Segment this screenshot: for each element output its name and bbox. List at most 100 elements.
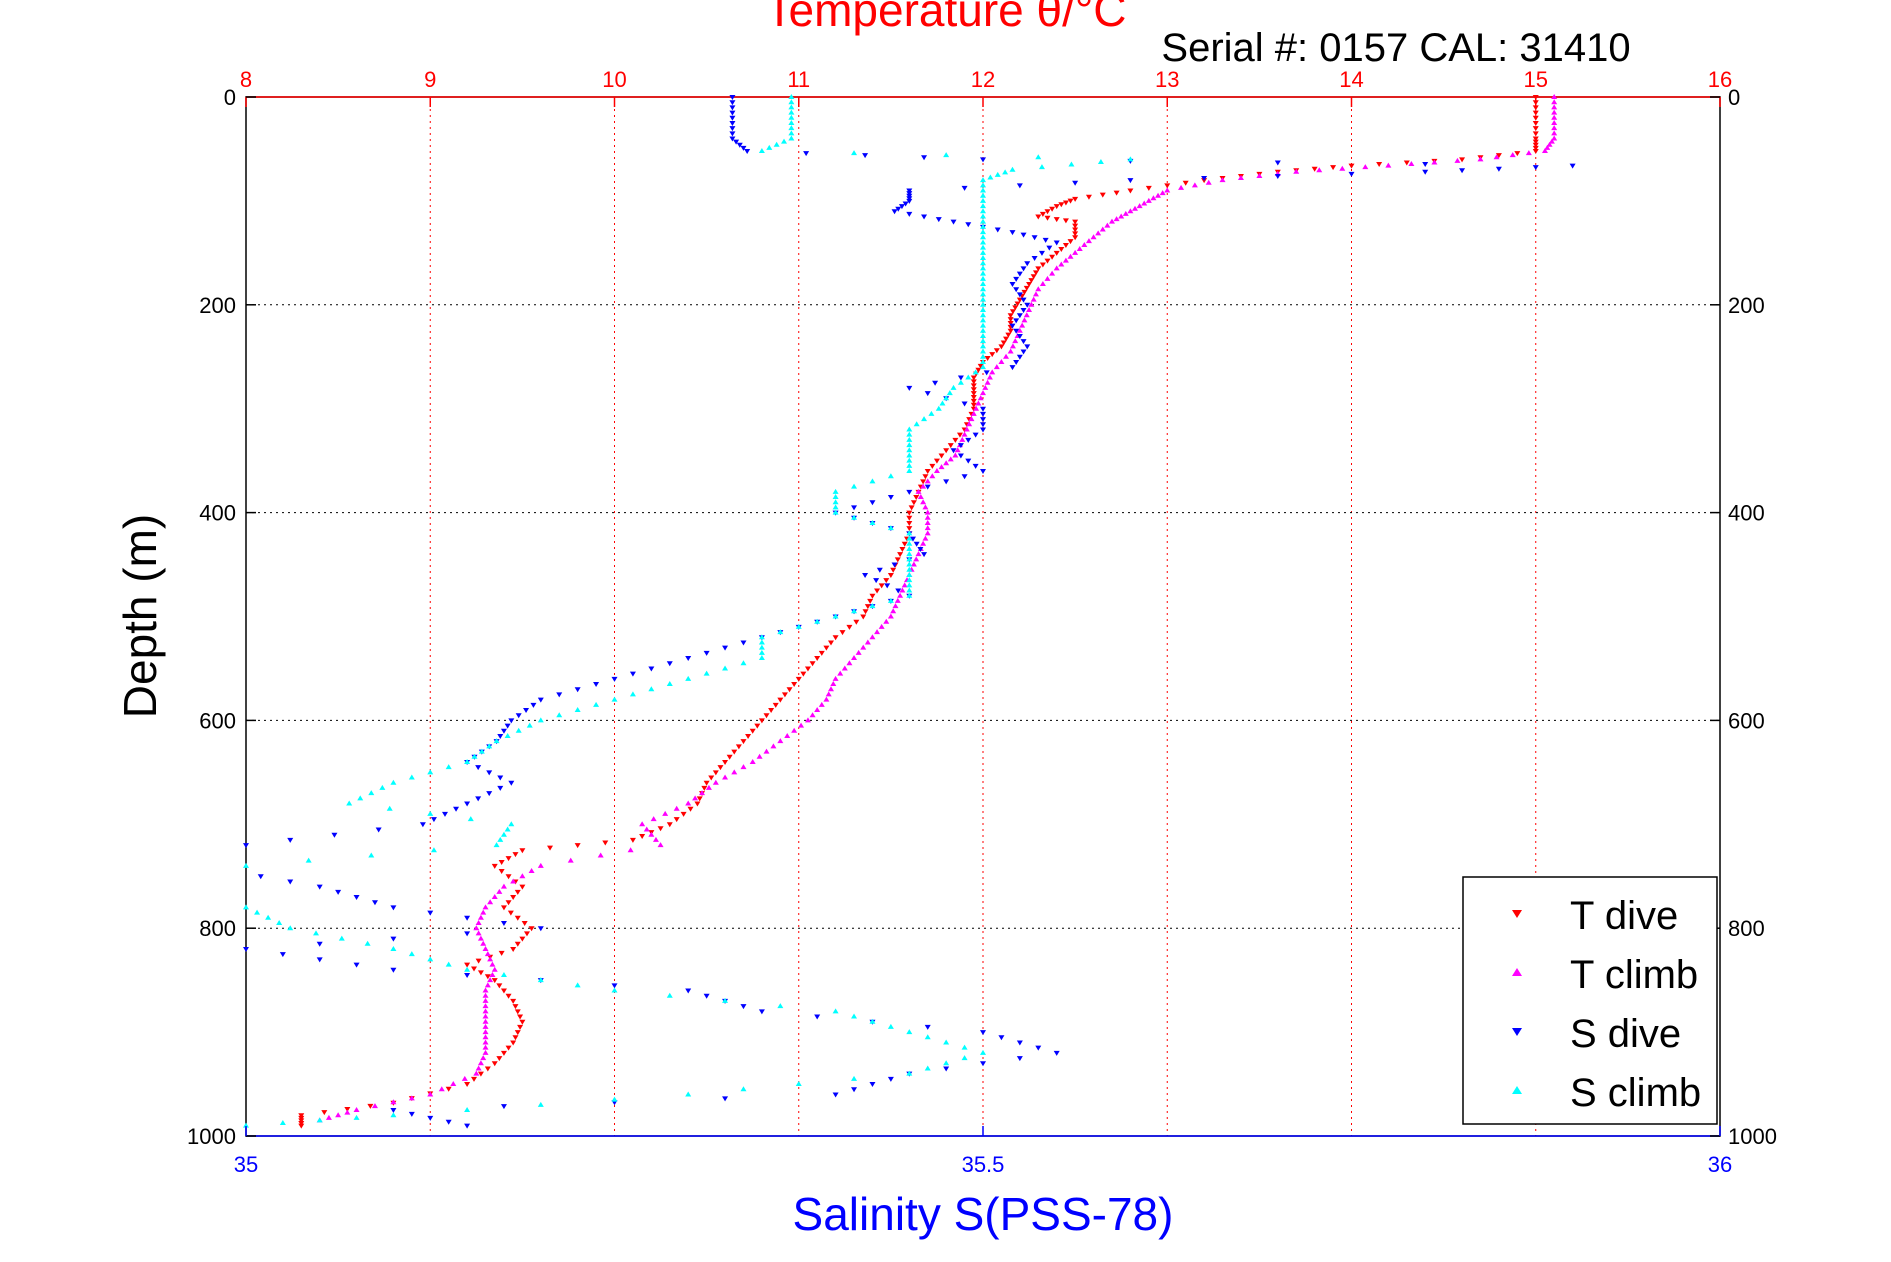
point-t-climb (973, 405, 980, 411)
point-s-climb (935, 405, 942, 411)
point-t-dive (701, 785, 708, 791)
point-t-dive (1164, 183, 1171, 189)
point-t-climb (1028, 301, 1035, 307)
point-t-climb (438, 1086, 445, 1092)
point-t-climb (827, 686, 834, 692)
point-t-dive (781, 692, 788, 698)
point-s-climb (906, 551, 913, 557)
point-s-climb (386, 805, 393, 811)
point-s-climb (758, 634, 765, 640)
point-t-climb (1035, 286, 1042, 292)
point-s-climb (464, 758, 471, 764)
point-s-climb (493, 842, 500, 848)
point-t-climb (657, 842, 664, 848)
point-t-climb (899, 587, 906, 593)
point-s-climb (305, 857, 312, 863)
point-s-climb (243, 904, 249, 910)
point-s-climb (943, 152, 950, 158)
point-s-dive (500, 1104, 507, 1110)
point-s-climb (980, 192, 986, 198)
point-t-dive (777, 697, 784, 703)
point-t-dive (970, 379, 977, 385)
point-s-climb (980, 187, 986, 193)
point-s-climb (243, 862, 249, 868)
point-s-dive (316, 957, 323, 963)
point-t-dive (484, 1066, 491, 1072)
point-t-dive (977, 363, 984, 369)
point-t-dive (1039, 211, 1046, 217)
point-t-climb (913, 556, 920, 562)
point-t-dive (475, 958, 482, 964)
point-s-dive (906, 188, 913, 194)
point-t-climb (841, 665, 848, 671)
point-s-dive (862, 572, 869, 578)
point-s-dive (980, 427, 986, 433)
point-s-dive (898, 204, 905, 210)
point-t-dive (749, 728, 756, 734)
point-s-climb (980, 364, 986, 370)
point-t-dive (657, 826, 664, 832)
point-s-dive (924, 1024, 931, 1030)
point-t-dive (498, 859, 505, 865)
point-t-climb (1012, 338, 1019, 344)
point-s-dive (729, 115, 736, 121)
point-s-climb (972, 369, 979, 375)
point-s-dive (1038, 250, 1045, 256)
point-t-climb (975, 400, 982, 406)
point-s-climb (648, 686, 655, 692)
point-s-climb (906, 1029, 913, 1035)
temperature-tick-label: 8 (240, 67, 252, 92)
point-s-dive (869, 500, 876, 506)
point-t-dive (696, 796, 703, 802)
point-s-climb (445, 961, 452, 967)
point-s-dive (593, 682, 600, 688)
point-t-climb (947, 456, 954, 462)
point-t-dive (970, 395, 977, 401)
point-t-climb (1104, 222, 1111, 228)
point-s-climb (368, 852, 375, 858)
legend: T dive T climb S dive S climb (1462, 876, 1718, 1125)
point-t-dive (510, 998, 517, 1004)
point-s-dive (1274, 173, 1281, 179)
point-t-dive (1514, 151, 1521, 157)
point-s-dive (887, 1076, 894, 1082)
point-s-dive (1053, 240, 1060, 246)
point-s-climb (980, 223, 986, 229)
point-s-climb (980, 327, 986, 333)
point-t-dive (298, 1118, 305, 1124)
point-t-dive (512, 1004, 519, 1010)
point-s-climb (980, 358, 986, 364)
point-s-dive (390, 936, 397, 942)
point-s-climb (279, 1120, 286, 1126)
point-t-dive (890, 567, 897, 573)
point-s-climb (939, 400, 946, 406)
point-t-dive (920, 479, 927, 485)
point-s-climb (500, 831, 507, 837)
point-s-dive (950, 448, 957, 454)
depth-tick-label-right: 400 (1728, 501, 1765, 526)
point-t-dive (673, 817, 680, 823)
point-t-climb (692, 795, 699, 801)
point-t-dive (864, 604, 871, 610)
point-s-climb (994, 171, 1001, 177)
point-s-dive (419, 822, 426, 828)
point-s-climb (980, 208, 986, 214)
point-t-dive (1182, 180, 1189, 186)
point-t-climb (1026, 306, 1033, 312)
point-t-climb (1085, 238, 1092, 244)
point-s-climb (740, 1086, 747, 1092)
point-s-climb (980, 249, 986, 255)
point-t-climb (869, 634, 876, 640)
point-s-dive (1020, 297, 1027, 303)
point-t-climb (894, 597, 901, 603)
point-s-dive (906, 191, 913, 197)
point-s-dive (1495, 166, 1502, 172)
point-t-climb (482, 1034, 489, 1040)
point-t-dive (970, 383, 977, 389)
point-t-climb (1191, 182, 1198, 188)
point-t-climb (933, 468, 940, 474)
point-t-climb (482, 1018, 489, 1024)
point-s-dive (869, 1082, 876, 1088)
point-t-climb (874, 629, 881, 635)
point-t-climb (1067, 253, 1074, 259)
